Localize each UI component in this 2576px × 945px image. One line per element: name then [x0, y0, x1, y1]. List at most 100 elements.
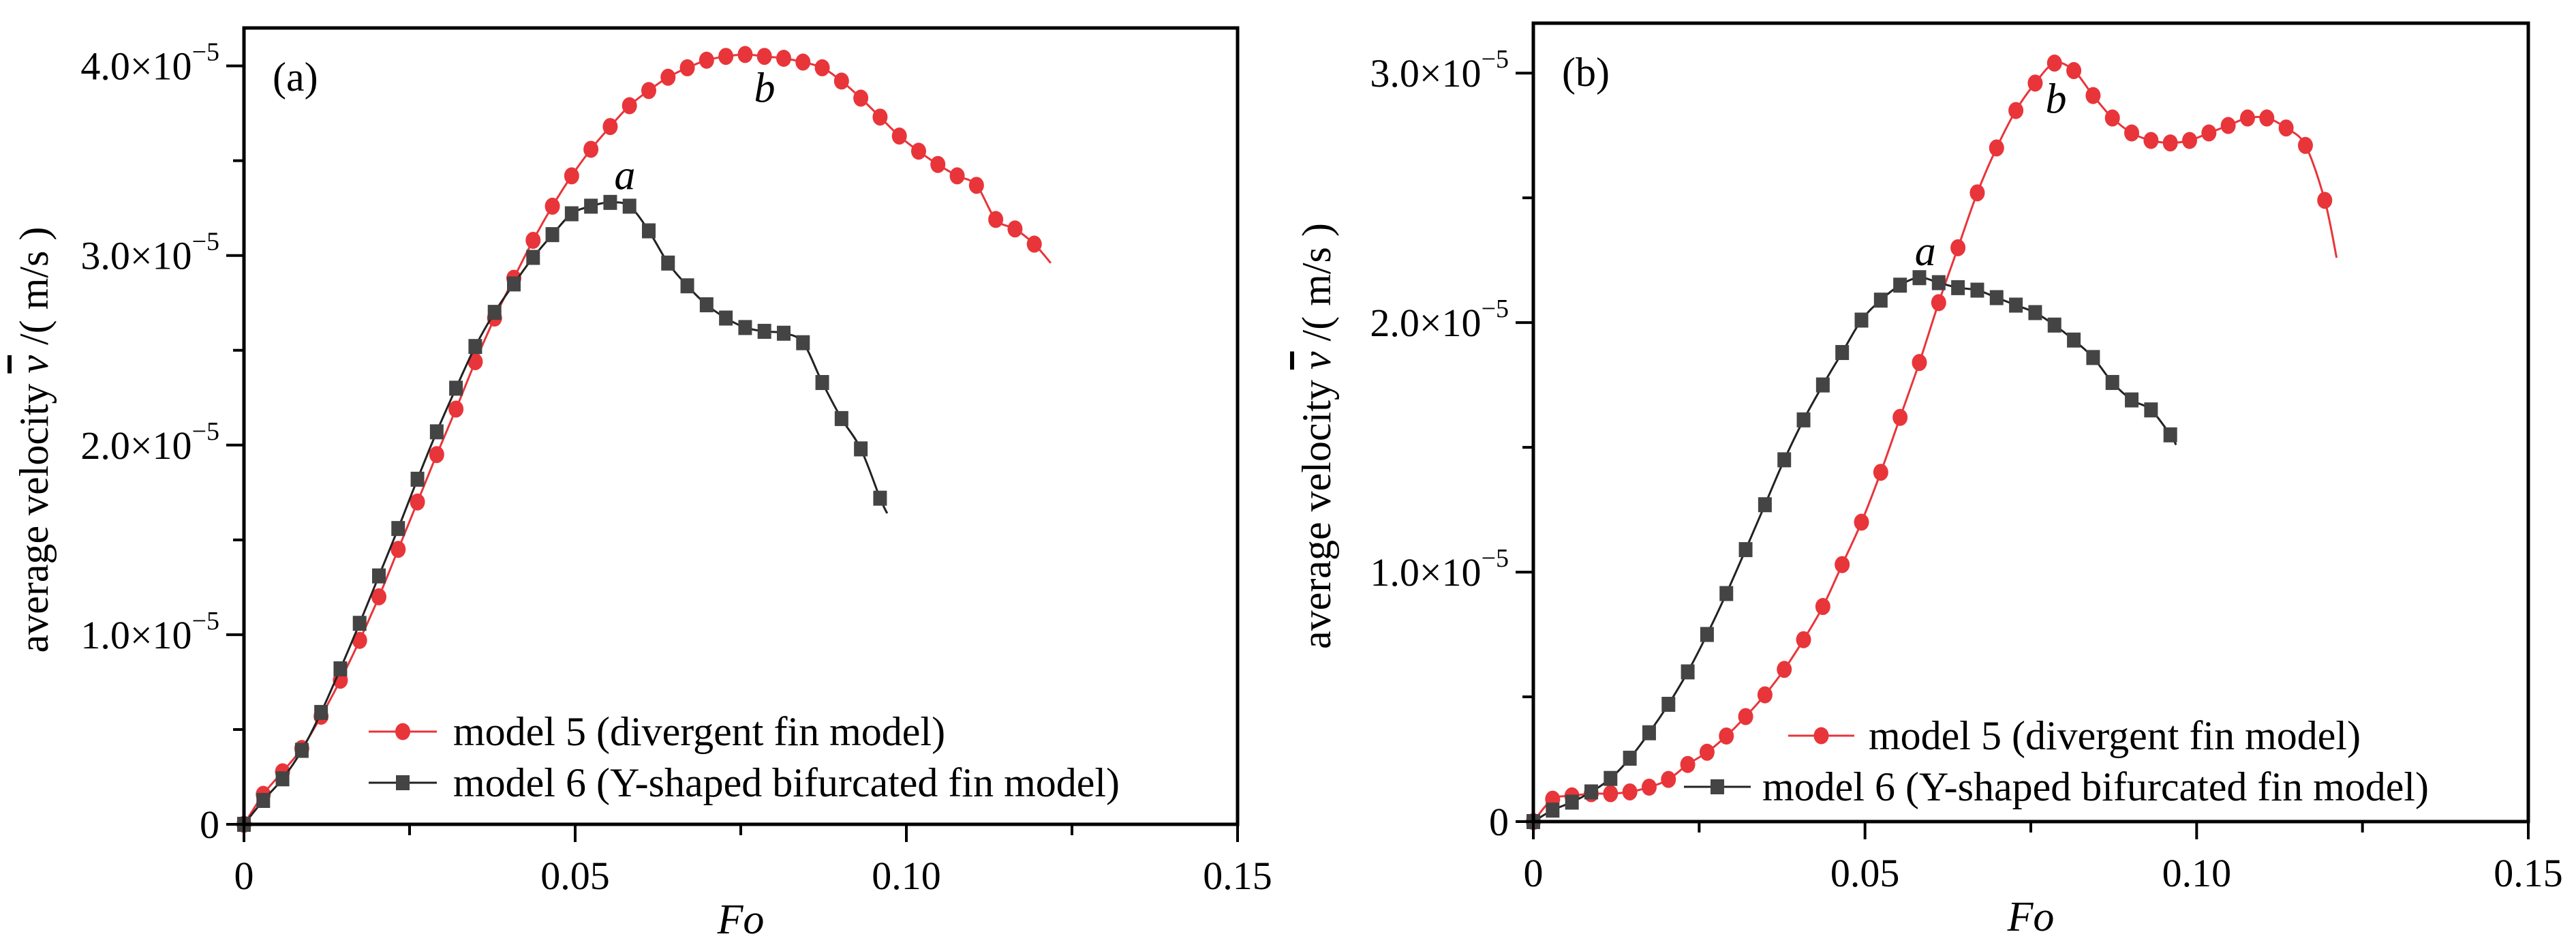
data-point: [2066, 62, 2082, 80]
legend: model 5 (divergent fin model) model 6 (Y-…: [369, 709, 1120, 805]
legend-item: model 6 (Y-shaped bifurcated fin model): [1684, 764, 2429, 809]
data-point: [1989, 139, 2004, 157]
data-point: [641, 223, 656, 239]
data-point: [1873, 292, 1888, 308]
data-point: [795, 53, 811, 71]
data-point: [2067, 332, 2081, 348]
data-point: [1815, 598, 1830, 616]
x-tick-label: 0.10: [2162, 851, 2232, 895]
data-point: [1738, 542, 1753, 558]
data-point: [390, 541, 406, 558]
data-point: [776, 49, 791, 67]
y-tick-label: 3.0×10−5: [80, 228, 219, 278]
data-point: [506, 276, 521, 292]
data-point: [2047, 317, 2061, 333]
data-point: [1565, 794, 1579, 810]
y-tick-mantissa: 1.0×10: [1370, 550, 1481, 595]
plot-frame: [1531, 21, 2530, 824]
data-point: [1622, 783, 1638, 800]
data-point: [1758, 497, 1772, 513]
data-point: [525, 231, 541, 249]
legend-label: model 6 (Y-shaped bifurcated fin model): [453, 760, 1120, 805]
data-point: [2105, 374, 2119, 390]
data-point: [2027, 74, 2043, 92]
data-point: [719, 310, 733, 326]
panel-b: 0 0.05 0.10 0.1501.0×10−52.0×10−53.0×10−5Fo…: [1294, 21, 2563, 940]
data-point: [2046, 55, 2062, 72]
data-point: [872, 108, 888, 126]
data-point: [564, 206, 579, 222]
data-point: [2144, 402, 2158, 418]
data-point: [1546, 802, 1560, 818]
data-point: [1603, 785, 1619, 802]
data-point: [2201, 124, 2217, 142]
data-point: [2297, 136, 2313, 154]
data-point: [545, 227, 559, 243]
data-point: [2009, 297, 2023, 313]
data-point: [1641, 779, 1657, 796]
data-point: [2104, 109, 2120, 127]
data-point: [1738, 708, 1753, 725]
data-point: [1970, 282, 1984, 298]
data-point: [718, 48, 734, 65]
y-tick-label: 1.0×10−5: [80, 607, 219, 657]
data-point: [737, 46, 753, 63]
data-point: [757, 323, 771, 339]
data-point: [1007, 220, 1023, 238]
data-point: [873, 490, 887, 506]
data-point: [930, 155, 946, 173]
data-point: [526, 250, 540, 265]
legend-marker: [1711, 779, 1724, 794]
data-point: [1951, 280, 1965, 295]
data-point: [2008, 102, 2024, 119]
data-point: [756, 48, 772, 65]
legend-item: model 5 (divergent fin model): [369, 709, 945, 754]
data-point: [371, 568, 386, 584]
data-point: [1680, 755, 1696, 773]
y-tick-label: 1.0×10−5: [1370, 544, 1509, 595]
y-tick-label: 3.0×10−5: [1370, 45, 1509, 95]
data-point: [1777, 452, 1792, 468]
panel-a: 0 0.05 0.10 0.1501.0×10−52.0×10−53.0×10−54.…: [12, 26, 1272, 943]
data-point: [679, 59, 695, 76]
data-point: [854, 441, 868, 457]
data-point: [680, 278, 694, 294]
data-point: [1796, 631, 1811, 648]
annotation-b: b: [754, 65, 775, 111]
data-point: [1661, 697, 1676, 712]
data-point: [1950, 239, 1966, 256]
data-point: [910, 142, 926, 160]
x-tick-label: 0.05: [1830, 851, 1900, 895]
x-tick-label: 0.05: [540, 854, 610, 898]
data-point: [1815, 377, 1830, 393]
data-point: [429, 446, 444, 464]
legend-item: model 6 (Y-shaped bifurcated fin model): [369, 760, 1120, 805]
data-point: [1699, 743, 1715, 761]
y-tick-exponent: −5: [192, 38, 219, 67]
data-point: [2220, 117, 2236, 134]
data-point: [796, 335, 810, 350]
data-point: [410, 493, 425, 511]
data-point: [2182, 132, 2198, 149]
legend-label: model 6 (Y-shaped bifurcated fin model): [1762, 764, 2429, 809]
data-point: [2278, 119, 2294, 137]
data-point: [1796, 412, 1811, 427]
data-point: [1661, 770, 1676, 788]
data-point: [1892, 408, 1908, 426]
data-point: [448, 400, 464, 418]
y-tick-exponent: −5: [1482, 544, 1509, 573]
data-point: [2259, 109, 2275, 127]
data-point: [622, 97, 637, 115]
data-point: [2124, 124, 2140, 142]
data-point: [2317, 192, 2333, 209]
y-tick-mantissa: 3.0×10: [1370, 51, 1481, 95]
data-point: [2143, 132, 2159, 149]
y-tick-exponent: −5: [1482, 295, 1509, 323]
data-point: [988, 211, 1004, 228]
data-point: [1873, 464, 1888, 481]
data-point: [2028, 305, 2042, 320]
legend-marker: [1813, 727, 1829, 745]
data-point: [2162, 134, 2178, 152]
